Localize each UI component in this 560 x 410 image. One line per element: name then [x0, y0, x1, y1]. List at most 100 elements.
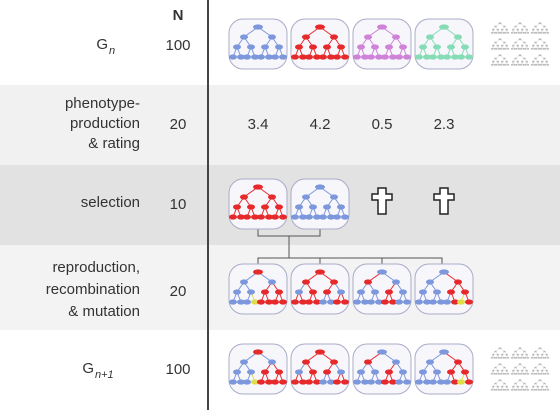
tree-node	[454, 279, 462, 284]
tree-node	[538, 54, 541, 56]
tree-node	[377, 24, 387, 29]
tree-node	[261, 369, 269, 374]
tree-node	[511, 48, 514, 50]
tree-node	[500, 32, 503, 34]
tree-node	[518, 22, 521, 24]
tree-node	[544, 389, 547, 391]
tree-node	[535, 48, 538, 50]
tree-node	[302, 359, 310, 364]
tree-node	[514, 351, 517, 353]
tree-node	[353, 299, 361, 304]
tree-node	[507, 389, 510, 391]
tree-node	[323, 44, 331, 49]
tree-node	[492, 370, 495, 372]
tree-node	[367, 379, 375, 384]
tree-node	[498, 379, 501, 381]
tree-node	[457, 299, 465, 304]
tree-node	[454, 359, 462, 364]
tree-node	[443, 379, 451, 384]
tree-node	[504, 357, 507, 359]
tree-node	[291, 214, 299, 219]
fitness-value: 2.3	[434, 116, 455, 133]
tree-node	[492, 29, 495, 31]
tree-node	[261, 44, 269, 49]
tree-node	[501, 354, 504, 356]
tree-node	[240, 279, 248, 284]
tree-node	[504, 373, 507, 375]
tree-node	[505, 29, 508, 31]
tree-node	[415, 299, 423, 304]
tree-node	[534, 351, 537, 353]
tree-node	[547, 357, 550, 359]
tree-node	[494, 351, 497, 353]
tree-node	[516, 45, 519, 47]
tree-node	[364, 359, 372, 364]
tree-node	[495, 48, 498, 50]
tree-node	[268, 34, 276, 39]
tree-node	[461, 289, 469, 294]
tree-node	[395, 54, 403, 59]
tree-node	[337, 44, 345, 49]
tree-node	[514, 26, 517, 28]
tree-node	[496, 354, 499, 356]
tree-node	[504, 32, 507, 34]
tree-node	[233, 204, 241, 209]
tree-node	[511, 357, 514, 359]
tree-node	[505, 61, 508, 63]
tree-node	[521, 45, 524, 47]
tree-node	[547, 373, 550, 375]
tree-node	[524, 64, 527, 66]
tree-node	[323, 289, 331, 294]
tree-node	[538, 347, 541, 349]
tree-node	[465, 54, 473, 59]
tree-node	[518, 363, 521, 365]
tree-node	[302, 194, 310, 199]
tree-node	[279, 54, 287, 59]
row-label: recombination	[46, 281, 140, 298]
tree-node	[385, 289, 393, 294]
tree-node	[291, 299, 299, 304]
tree-node	[503, 58, 506, 60]
tree-node	[496, 370, 499, 372]
tree-node	[341, 379, 349, 384]
tree-node	[541, 370, 544, 372]
tree-node	[309, 44, 317, 49]
n-header: N	[173, 7, 184, 24]
tree-node	[275, 44, 283, 49]
tree-node	[247, 44, 255, 49]
tree-node	[381, 299, 389, 304]
row-label-sub: n	[109, 45, 115, 57]
tree-node	[305, 379, 313, 384]
tree-node	[504, 48, 507, 50]
tree-node	[279, 379, 287, 384]
tree-node	[515, 373, 518, 375]
tree-node	[229, 299, 237, 304]
tree-node	[501, 45, 504, 47]
tree-node	[531, 357, 534, 359]
tree-node	[395, 379, 403, 384]
tree-node	[439, 349, 449, 354]
tree-node	[544, 373, 547, 375]
tree-node	[540, 32, 543, 34]
row-label: & mutation	[68, 303, 140, 320]
tree-node	[520, 64, 523, 66]
tree-node	[495, 373, 498, 375]
tree-node	[457, 379, 465, 384]
tree-node	[541, 354, 544, 356]
tree-node	[319, 379, 327, 384]
tree-node	[491, 389, 494, 391]
tree-node	[337, 204, 345, 209]
tree-node	[505, 370, 508, 372]
tree-node	[524, 389, 527, 391]
tree-node	[330, 194, 338, 199]
tree-node	[399, 289, 407, 294]
tree-node	[544, 32, 547, 34]
tree-node	[447, 289, 455, 294]
tree-node	[534, 58, 537, 60]
tree-node	[319, 54, 327, 59]
tree-node	[514, 58, 517, 60]
tree-node	[540, 48, 543, 50]
tree-icon	[353, 264, 411, 314]
tree-node	[524, 373, 527, 375]
tree-node	[494, 367, 497, 369]
